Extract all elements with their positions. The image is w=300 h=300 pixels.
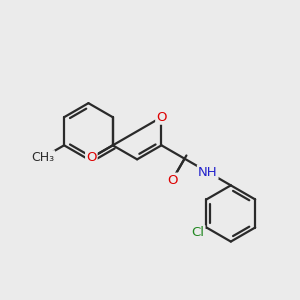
Text: Cl: Cl — [191, 226, 205, 239]
Text: NH: NH — [198, 166, 218, 178]
Text: CH₃: CH₃ — [31, 151, 54, 164]
Text: O: O — [86, 151, 97, 164]
Text: O: O — [156, 111, 167, 124]
Text: O: O — [167, 174, 178, 187]
